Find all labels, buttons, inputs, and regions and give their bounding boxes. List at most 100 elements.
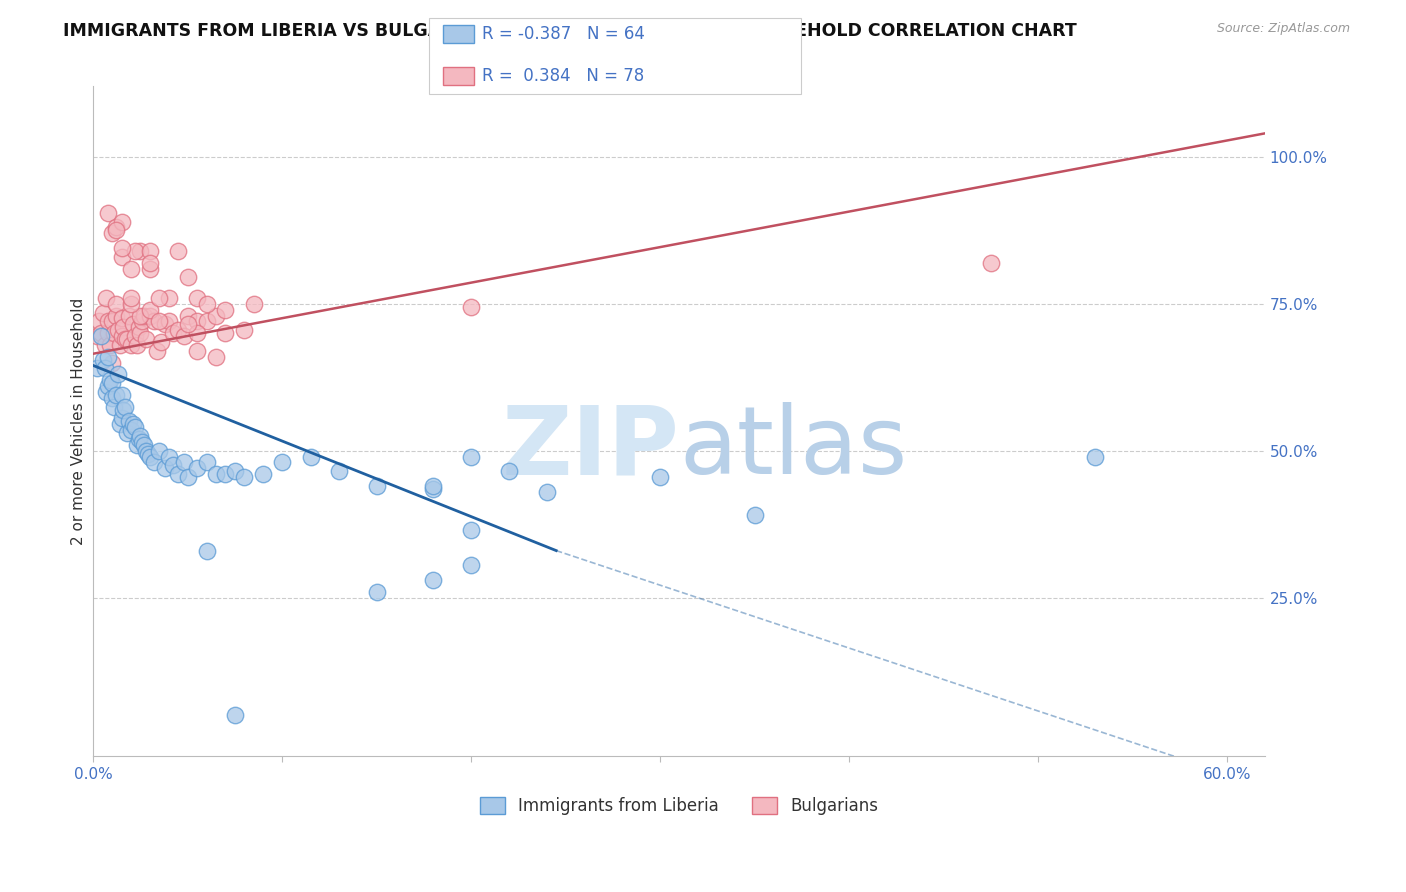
- Point: [139, 244, 162, 258]
- Point: [90, 326, 112, 341]
- Point: [233, 470, 256, 484]
- Point: [129, 244, 152, 258]
- Point: [101, 391, 124, 405]
- Point: [173, 455, 195, 469]
- Point: [112, 402, 135, 417]
- Point: [205, 467, 228, 482]
- Point: [366, 584, 388, 599]
- Point: [118, 414, 141, 428]
- Point: [135, 332, 157, 346]
- Point: [97, 379, 120, 393]
- Point: [167, 467, 190, 482]
- Text: Source: ZipAtlas.com: Source: ZipAtlas.com: [1216, 22, 1350, 36]
- Point: [91, 352, 114, 367]
- Point: [110, 214, 132, 228]
- Point: [115, 425, 138, 440]
- Point: [120, 297, 142, 311]
- Point: [460, 450, 482, 464]
- Point: [150, 334, 173, 349]
- Point: [110, 329, 132, 343]
- Point: [214, 302, 236, 317]
- Point: [104, 388, 127, 402]
- Point: [214, 326, 236, 341]
- Point: [104, 220, 127, 235]
- Point: [148, 443, 170, 458]
- Point: [110, 241, 132, 255]
- Point: [129, 326, 152, 341]
- Point: [153, 461, 176, 475]
- Point: [135, 443, 157, 458]
- Point: [224, 708, 246, 723]
- Point: [176, 470, 198, 484]
- Point: [120, 338, 142, 352]
- Point: [195, 297, 218, 311]
- Point: [1084, 450, 1107, 464]
- Y-axis label: 2 or more Vehicles in Household: 2 or more Vehicles in Household: [72, 298, 86, 545]
- Point: [186, 314, 208, 328]
- Point: [114, 400, 136, 414]
- Point: [91, 305, 114, 319]
- Point: [205, 309, 228, 323]
- Point: [224, 464, 246, 478]
- Point: [110, 388, 132, 402]
- Point: [271, 455, 294, 469]
- Point: [136, 447, 159, 461]
- Point: [97, 326, 120, 341]
- Point: [157, 291, 180, 305]
- Point: [214, 467, 236, 482]
- Point: [146, 343, 169, 358]
- Point: [186, 326, 208, 341]
- Point: [195, 455, 218, 469]
- Point: [980, 255, 1002, 269]
- Point: [167, 323, 190, 337]
- Point: [299, 450, 322, 464]
- Point: [103, 326, 125, 341]
- Point: [422, 573, 444, 587]
- Point: [176, 318, 198, 332]
- Point: [139, 309, 162, 323]
- Point: [173, 329, 195, 343]
- Point: [97, 350, 120, 364]
- Point: [122, 417, 145, 432]
- Point: [93, 361, 115, 376]
- Point: [328, 464, 350, 478]
- Point: [93, 338, 115, 352]
- Point: [90, 329, 112, 343]
- Point: [98, 373, 121, 387]
- Point: [97, 205, 120, 219]
- Point: [108, 338, 131, 352]
- Point: [233, 323, 256, 337]
- Point: [134, 309, 156, 323]
- Point: [157, 450, 180, 464]
- Text: atlas: atlas: [679, 402, 907, 494]
- Point: [176, 309, 198, 323]
- Point: [86, 361, 108, 376]
- Point: [536, 484, 558, 499]
- Point: [186, 291, 208, 305]
- Point: [186, 461, 208, 475]
- Point: [98, 338, 121, 352]
- Point: [107, 368, 129, 382]
- Point: [124, 329, 146, 343]
- Point: [87, 314, 110, 328]
- Text: R = -0.387   N = 64: R = -0.387 N = 64: [482, 25, 645, 43]
- Point: [243, 297, 266, 311]
- Point: [104, 223, 127, 237]
- Point: [96, 291, 118, 305]
- Point: [252, 467, 274, 482]
- Point: [139, 302, 162, 317]
- Point: [134, 438, 156, 452]
- Point: [96, 384, 118, 399]
- Point: [162, 326, 184, 341]
- Point: [195, 543, 218, 558]
- Point: [108, 417, 131, 432]
- Point: [122, 318, 145, 332]
- Point: [162, 458, 184, 473]
- Text: R =  0.384   N = 78: R = 0.384 N = 78: [482, 67, 644, 85]
- Point: [131, 434, 153, 449]
- Text: IMMIGRANTS FROM LIBERIA VS BULGARIAN 2 OR MORE VEHICLES IN HOUSEHOLD CORRELATION: IMMIGRANTS FROM LIBERIA VS BULGARIAN 2 O…: [63, 22, 1077, 40]
- Point: [118, 309, 141, 323]
- Point: [115, 332, 138, 346]
- Legend: Immigrants from Liberia, Bulgarians: Immigrants from Liberia, Bulgarians: [472, 790, 884, 822]
- Point: [422, 479, 444, 493]
